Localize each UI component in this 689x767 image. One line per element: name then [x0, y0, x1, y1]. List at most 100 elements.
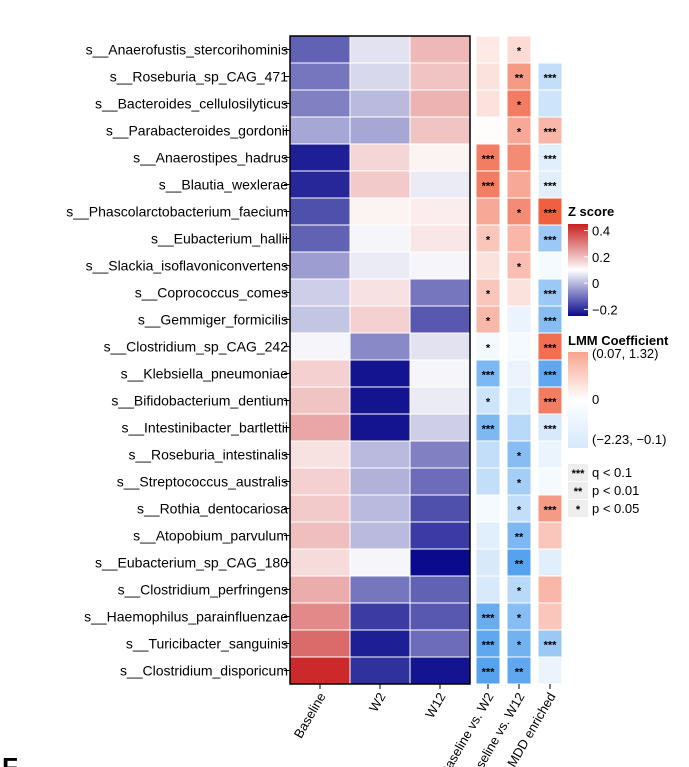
zscore-colorbar — [568, 224, 588, 316]
zscore-cell — [409, 521, 471, 550]
significance-mark: * — [517, 613, 522, 625]
lmm-cell — [506, 170, 532, 199]
lmm-cell — [506, 440, 532, 469]
significance-mark: * — [486, 343, 491, 355]
lmm-cell — [537, 467, 563, 496]
lmm-legend-title: LMM Coefficient — [568, 333, 669, 348]
lmm-cell — [475, 89, 501, 118]
zscore-cell — [289, 467, 351, 496]
lmm-cell — [506, 413, 532, 442]
lmm-cell — [475, 251, 501, 280]
significance-mark: ** — [515, 73, 524, 85]
column-label: W2 — [366, 690, 389, 714]
lmm-cell — [537, 440, 563, 469]
significance-swatch — [568, 482, 588, 499]
row-label: s__Blautia_wexlerae — [159, 177, 288, 193]
row-label: s__Coprococcus_comes — [135, 285, 288, 301]
zscore-cell — [349, 224, 411, 253]
lmm-cell — [537, 278, 563, 307]
zscore-cell — [409, 629, 471, 658]
zscore-cell — [349, 197, 411, 226]
zscore-cell — [349, 251, 411, 280]
lmm-cell — [537, 251, 563, 280]
zscore-cell — [409, 116, 471, 145]
zscore-cell — [409, 467, 471, 496]
lmm-cell — [506, 494, 532, 523]
zscore-cell — [289, 251, 351, 280]
significance-symbol: *** — [572, 468, 586, 480]
row-label: s__Parabacteroides_gordonii — [106, 123, 288, 139]
significance-mark: * — [486, 289, 491, 301]
lmm-cell — [506, 251, 532, 280]
zscore-heatmap — [289, 35, 471, 685]
row-labels: s__Anaerofustis_stercorihominis s__Rosebu… — [66, 42, 290, 679]
zscore-cell — [409, 170, 471, 199]
significance-mark: *** — [544, 181, 558, 193]
lmm-cell — [506, 143, 532, 172]
lmm-cell — [537, 89, 563, 118]
row-label: s__Roseburia_sp_CAG_471 — [110, 69, 288, 85]
row-label: s__Phascolarctobacterium_faecium — [66, 204, 288, 220]
significance-mark: * — [517, 100, 522, 112]
lmm-cell — [537, 332, 563, 361]
zscore-cell — [409, 602, 471, 631]
lmm-heatmap: *** ***** ****** ****** **** **** ***** **** ***… — [475, 35, 563, 685]
significance-mark: * — [517, 451, 522, 463]
lmm-cell — [506, 62, 532, 91]
zscore-cell — [349, 629, 411, 658]
zscore-cell — [349, 440, 411, 469]
lmm-cell — [537, 305, 563, 334]
zscore-cell — [349, 494, 411, 523]
lmm-cell — [506, 278, 532, 307]
zscore-legend-title: Z score — [568, 204, 614, 219]
lmm-cell — [506, 224, 532, 253]
zscore-cell — [349, 413, 411, 442]
lmm-cell — [506, 521, 532, 550]
zscore-cell — [349, 170, 411, 199]
zscore-legend: Z score 0.4 0.2 0 −0.2 — [568, 204, 618, 317]
lmm-cell — [537, 224, 563, 253]
zscore-cell — [349, 143, 411, 172]
significance-label: q < 0.1 — [592, 465, 632, 480]
lmm-cell — [506, 197, 532, 226]
lmm-legend: LMM Coefficient (0.07, 1.32) 0 (−2.23, −0.… — [568, 333, 669, 448]
zscore-cell — [289, 575, 351, 604]
zscore-cell — [409, 35, 471, 64]
zscore-cell — [409, 332, 471, 361]
significance-mark: ** — [515, 532, 524, 544]
significance-swatch — [568, 500, 588, 517]
lmm-cell — [506, 359, 532, 388]
zscore-cell — [349, 467, 411, 496]
lmm-cell — [506, 332, 532, 361]
significance-mark: *** — [544, 640, 558, 652]
row-label: s__Roseburia_intestinalis — [128, 447, 288, 463]
zscore-cell — [349, 521, 411, 550]
row-label: s__Streptococcus_australis — [117, 474, 288, 490]
significance-mark: *** — [482, 667, 496, 679]
zscore-cell — [409, 224, 471, 253]
zscore-cell — [289, 116, 351, 145]
significance-mark: *** — [544, 370, 558, 382]
row-label: s__Clostridium_perfringens — [118, 582, 288, 598]
row-label: s__Bifidobacterium_dentium — [111, 393, 288, 409]
zscore-cell — [349, 35, 411, 64]
zscore-cell — [289, 602, 351, 631]
zscore-cell — [349, 575, 411, 604]
significance-mark: * — [517, 127, 522, 139]
lmm-cell — [537, 575, 563, 604]
zscore-cell — [289, 143, 351, 172]
zscore-cell — [289, 494, 351, 523]
zscore-cell — [289, 548, 351, 577]
lmm-tick-label: 0 — [592, 392, 599, 407]
lmm-cell — [537, 386, 563, 415]
significance-symbol: * — [576, 504, 581, 516]
significance-mark: *** — [544, 424, 558, 436]
lmm-cell — [506, 305, 532, 334]
column-label: Baseline — [291, 690, 329, 741]
lmm-cell — [506, 89, 532, 118]
row-label: s__Eubacterium_hallii — [151, 231, 288, 247]
lmm-cell — [475, 467, 501, 496]
zscore-cell — [409, 575, 471, 604]
significance-mark: *** — [544, 289, 558, 301]
